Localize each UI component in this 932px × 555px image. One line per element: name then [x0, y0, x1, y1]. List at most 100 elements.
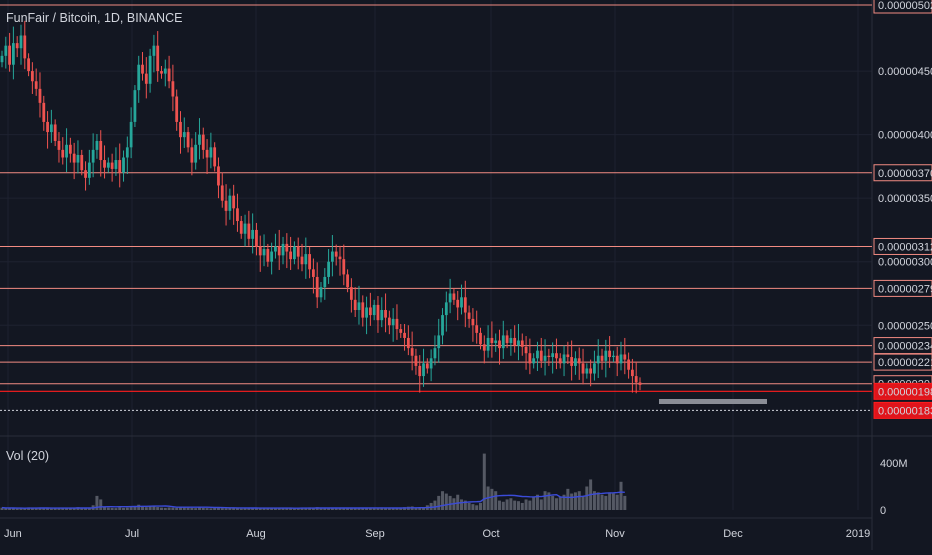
candle-body[interactable]	[444, 302, 448, 316]
volume-bar[interactable]	[251, 507, 255, 510]
volume-bar[interactable]	[422, 507, 426, 510]
volume-bar[interactable]	[270, 507, 274, 510]
candle-body[interactable]	[608, 350, 612, 358]
candle-body[interactable]	[391, 318, 395, 326]
candle-body[interactable]	[600, 355, 604, 361]
volume-bar[interactable]	[49, 508, 53, 510]
candle-body[interactable]	[338, 256, 342, 260]
candle-body[interactable]	[95, 140, 99, 150]
volume-bar[interactable]	[38, 507, 42, 510]
volume-bar[interactable]	[585, 486, 589, 511]
candle-body[interactable]	[471, 318, 475, 326]
volume-bar[interactable]	[429, 502, 433, 510]
candlestick-series[interactable]	[0, 20, 642, 394]
candle-body[interactable]	[596, 355, 600, 364]
volume-bar[interactable]	[319, 507, 323, 510]
volume-bar[interactable]	[216, 507, 220, 510]
candle-body[interactable]	[520, 340, 524, 347]
candle-body[interactable]	[15, 43, 19, 49]
volume-bar[interactable]	[562, 494, 566, 510]
candle-body[interactable]	[346, 274, 349, 288]
volume-bar[interactable]	[110, 507, 114, 510]
candle-body[interactable]	[315, 276, 319, 298]
candle-body[interactable]	[11, 43, 15, 65]
candle-body[interactable]	[122, 157, 125, 173]
candle-body[interactable]	[456, 299, 460, 308]
candle-body[interactable]	[163, 68, 167, 74]
candle-body[interactable]	[27, 58, 30, 72]
volume-bar[interactable]	[194, 508, 198, 510]
candle-body[interactable]	[627, 359, 631, 370]
volume-bar[interactable]	[353, 507, 357, 510]
candle-body[interactable]	[72, 153, 76, 163]
volume-bar[interactable]	[361, 508, 365, 510]
candle-body[interactable]	[19, 35, 23, 49]
candle-body[interactable]	[251, 229, 255, 239]
volume-bar[interactable]	[133, 506, 137, 510]
volume-bar[interactable]	[114, 508, 118, 510]
volume-bar[interactable]	[15, 508, 19, 510]
candle-body[interactable]	[30, 71, 34, 82]
volume-bar[interactable]	[224, 508, 228, 510]
volume-bar[interactable]	[376, 508, 380, 510]
volume-bar[interactable]	[524, 499, 528, 510]
candle-body[interactable]	[528, 353, 532, 364]
candle-body[interactable]	[615, 355, 619, 364]
volume-bar[interactable]	[42, 507, 46, 510]
volume-bar[interactable]	[141, 506, 145, 510]
candle-body[interactable]	[387, 317, 391, 326]
volume-bar[interactable]	[539, 499, 543, 510]
candle-body[interactable]	[384, 310, 387, 318]
candle-body[interactable]	[619, 354, 623, 364]
volume-bar[interactable]	[68, 508, 72, 510]
candle-body[interactable]	[452, 293, 456, 300]
candle-body[interactable]	[475, 325, 479, 333]
volume-bar[interactable]	[228, 508, 232, 510]
candle-body[interactable]	[281, 243, 285, 256]
candle-body[interactable]	[224, 200, 228, 211]
volume-bar[interactable]	[532, 497, 536, 510]
candle-body[interactable]	[106, 162, 110, 168]
volume-bar[interactable]	[125, 507, 129, 510]
candle-body[interactable]	[353, 299, 357, 310]
volume-bar[interactable]	[342, 508, 346, 510]
volume-bar[interactable]	[99, 499, 103, 510]
candle-body[interactable]	[327, 261, 330, 277]
volume-bar[interactable]	[615, 494, 619, 510]
candle-body[interactable]	[205, 149, 209, 158]
volume-bar[interactable]	[235, 508, 239, 510]
volume-bar[interactable]	[600, 494, 604, 510]
candle-body[interactable]	[4, 45, 8, 56]
candle-body[interactable]	[589, 368, 593, 374]
volume-bar[interactable]	[247, 508, 251, 510]
volume-bar[interactable]	[156, 507, 160, 510]
volume-bar[interactable]	[273, 508, 277, 510]
candle-body[interactable]	[604, 350, 608, 361]
volume-bar[interactable]	[547, 492, 551, 510]
volume-bar[interactable]	[581, 495, 585, 510]
candle-body[interactable]	[262, 249, 266, 256]
volume-bar[interactable]	[479, 502, 482, 510]
volume-bar[interactable]	[304, 507, 308, 510]
candle-body[interactable]	[312, 269, 315, 277]
candle-body[interactable]	[467, 312, 471, 319]
candle-body[interactable]	[638, 382, 642, 385]
candle-body[interactable]	[84, 170, 87, 178]
candle-body[interactable]	[532, 358, 536, 364]
volume-bar[interactable]	[592, 491, 596, 510]
candle-body[interactable]	[308, 254, 312, 270]
volume-bar[interactable]	[448, 495, 452, 510]
candle-body[interactable]	[68, 144, 72, 154]
volume-bar[interactable]	[144, 507, 148, 510]
candle-body[interactable]	[543, 355, 547, 361]
volume-bar[interactable]	[387, 508, 391, 510]
candle-body[interactable]	[372, 304, 376, 316]
volume-bar[interactable]	[623, 495, 627, 510]
volume-bar[interactable]	[604, 495, 608, 510]
candle-body[interactable]	[357, 302, 361, 310]
candle-body[interactable]	[551, 353, 555, 358]
candle-body[interactable]	[239, 221, 243, 234]
volume-bar[interactable]	[118, 507, 122, 510]
candle-body[interactable]	[160, 71, 163, 74]
volume-bar[interactable]	[11, 508, 15, 510]
